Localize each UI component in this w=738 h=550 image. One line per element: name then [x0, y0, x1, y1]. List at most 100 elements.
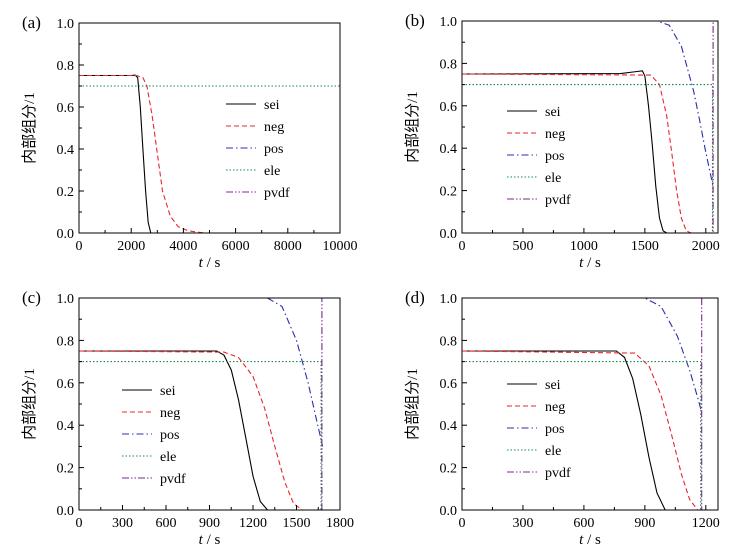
series-line-sei — [79, 350, 323, 511]
legend-label-sei: sei — [545, 378, 561, 393]
series-line-pvdf — [79, 297, 323, 510]
y-axis-title: 内部组分/1 — [404, 368, 421, 440]
series-group — [78, 297, 324, 511]
legend: sei neg pos ele pvdf — [507, 378, 571, 481]
x-tick-label: 2000 — [692, 239, 720, 254]
series-group — [461, 20, 714, 234]
series-group — [461, 297, 703, 511]
x-tick-label: 300 — [112, 516, 133, 531]
y-tick-label: 1.0 — [57, 17, 75, 32]
legend-label-ele: ele — [264, 164, 280, 179]
x-tick-label: 0 — [76, 516, 83, 531]
legend-label-pvdf: pvdf — [264, 186, 290, 201]
legend-label-pvdf: pvdf — [545, 466, 571, 481]
panel-label: (a) — [22, 13, 41, 32]
x-tick-label: 1000 — [570, 239, 598, 254]
y-axis-title: 内部组分/1 — [21, 368, 38, 440]
x-tick-label: 600 — [573, 516, 594, 531]
y-tick-label: 0.8 — [440, 334, 458, 349]
series-group — [79, 22, 340, 234]
y-tick-label: 0.6 — [57, 101, 75, 116]
legend-label-pos: pos — [160, 428, 179, 443]
chart-panel-2: 0 500 1000 1500 2000 0.0 0.2 0.4 0.6 0.8 1.0 (b) 内部组… — [404, 11, 720, 271]
legend-label-sei: sei — [160, 384, 176, 399]
legend-label-ele: ele — [545, 171, 561, 186]
y-tick-label: 0.2 — [57, 462, 75, 477]
legend-label-sei: sei — [545, 105, 561, 120]
y-tick-label: 0.0 — [57, 504, 75, 519]
y-tick-label: 0.6 — [57, 377, 75, 392]
y-tick-label: 1.0 — [440, 292, 458, 307]
legend-label-neg: neg — [264, 120, 284, 135]
y-tick-label: 0.2 — [440, 185, 458, 200]
x-axis-title: t / s — [199, 255, 221, 271]
x-tick-label: 10000 — [323, 239, 358, 254]
series-line-sei — [462, 350, 702, 511]
x-tick-label: 8000 — [274, 239, 302, 254]
legend-label-pos: pos — [545, 422, 564, 437]
legend-label-sei: sei — [264, 98, 280, 113]
panel-label: (d) — [405, 288, 425, 307]
plot-frame — [78, 22, 341, 234]
chart-panel-1: 0 2000 4000 6000 8000 10000 0.0 0.2 0.4 0.6 0.8 1.0… — [21, 13, 358, 271]
legend-label-pvdf: pvdf — [545, 193, 571, 208]
legend: sei neg pos ele pvdf — [226, 98, 290, 201]
series-line-ele — [79, 361, 323, 511]
legend-label-pos: pos — [264, 142, 283, 157]
panel-label: (c) — [22, 288, 41, 307]
legend-label-pos: pos — [545, 149, 564, 164]
x-tick-label: 2000 — [117, 239, 145, 254]
legend: sei neg pos ele pvdf — [507, 105, 571, 208]
y-tick-label: 1.0 — [57, 292, 75, 307]
series-line-ele — [462, 84, 714, 234]
x-tick-label: 900 — [634, 516, 655, 531]
x-tick-label: 900 — [199, 516, 220, 531]
series-line-neg — [79, 74, 340, 234]
series-line-pvdf — [462, 20, 714, 233]
x-axis-title: t / s — [199, 532, 221, 548]
legend-label-neg: neg — [545, 127, 565, 142]
x-tick-label: 1800 — [326, 516, 354, 531]
panel-label: (b) — [405, 11, 425, 30]
x-axis-title: t / s — [579, 532, 601, 548]
y-tick-label: 0.0 — [57, 227, 75, 242]
legend-label-pvdf: pvdf — [160, 472, 186, 487]
x-tick-label: 0 — [459, 239, 466, 254]
series-line-pos — [462, 297, 703, 413]
series-line-neg — [78, 350, 323, 511]
legend-label-neg: neg — [545, 400, 565, 415]
x-tick-label: 1200 — [692, 516, 720, 531]
y-tick-label: 0.0 — [440, 227, 458, 242]
y-tick-label: 0.4 — [440, 142, 458, 157]
legend-label-neg: neg — [160, 406, 180, 421]
x-tick-label: 600 — [156, 516, 177, 531]
y-tick-label: 0.8 — [57, 59, 75, 74]
series-line-sei — [461, 70, 714, 234]
y-axis-title: 内部组分/1 — [21, 92, 38, 164]
series-line-ele — [462, 361, 702, 511]
series-line-neg — [461, 350, 702, 511]
x-tick-label: 1500 — [283, 516, 311, 531]
y-tick-label: 0.8 — [440, 57, 458, 72]
x-axis-title: t / s — [579, 255, 601, 271]
x-tick-label: 0 — [459, 516, 466, 531]
series-line-sei — [79, 74, 340, 234]
y-tick-label: 0.8 — [57, 334, 75, 349]
y-tick-label: 0.2 — [57, 185, 75, 200]
series-line-pvdf — [462, 297, 703, 510]
legend-label-ele: ele — [545, 444, 561, 459]
x-tick-label: 1500 — [631, 239, 659, 254]
y-tick-label: 0.2 — [440, 462, 458, 477]
legend-label-ele: ele — [160, 450, 176, 465]
x-tick-label: 500 — [512, 239, 533, 254]
plot-frame — [78, 297, 341, 511]
x-tick-label: 6000 — [222, 239, 250, 254]
y-tick-label: 0.6 — [440, 377, 458, 392]
x-tick-label: 1200 — [239, 516, 267, 531]
y-tick-label: 0.4 — [440, 419, 458, 434]
y-tick-label: 0.4 — [57, 143, 75, 158]
y-tick-label: 0.0 — [440, 504, 458, 519]
y-axis-title: 内部组分/1 — [404, 91, 421, 163]
legend: sei neg pos ele pvdf — [122, 384, 186, 487]
plot-frame — [461, 297, 719, 511]
